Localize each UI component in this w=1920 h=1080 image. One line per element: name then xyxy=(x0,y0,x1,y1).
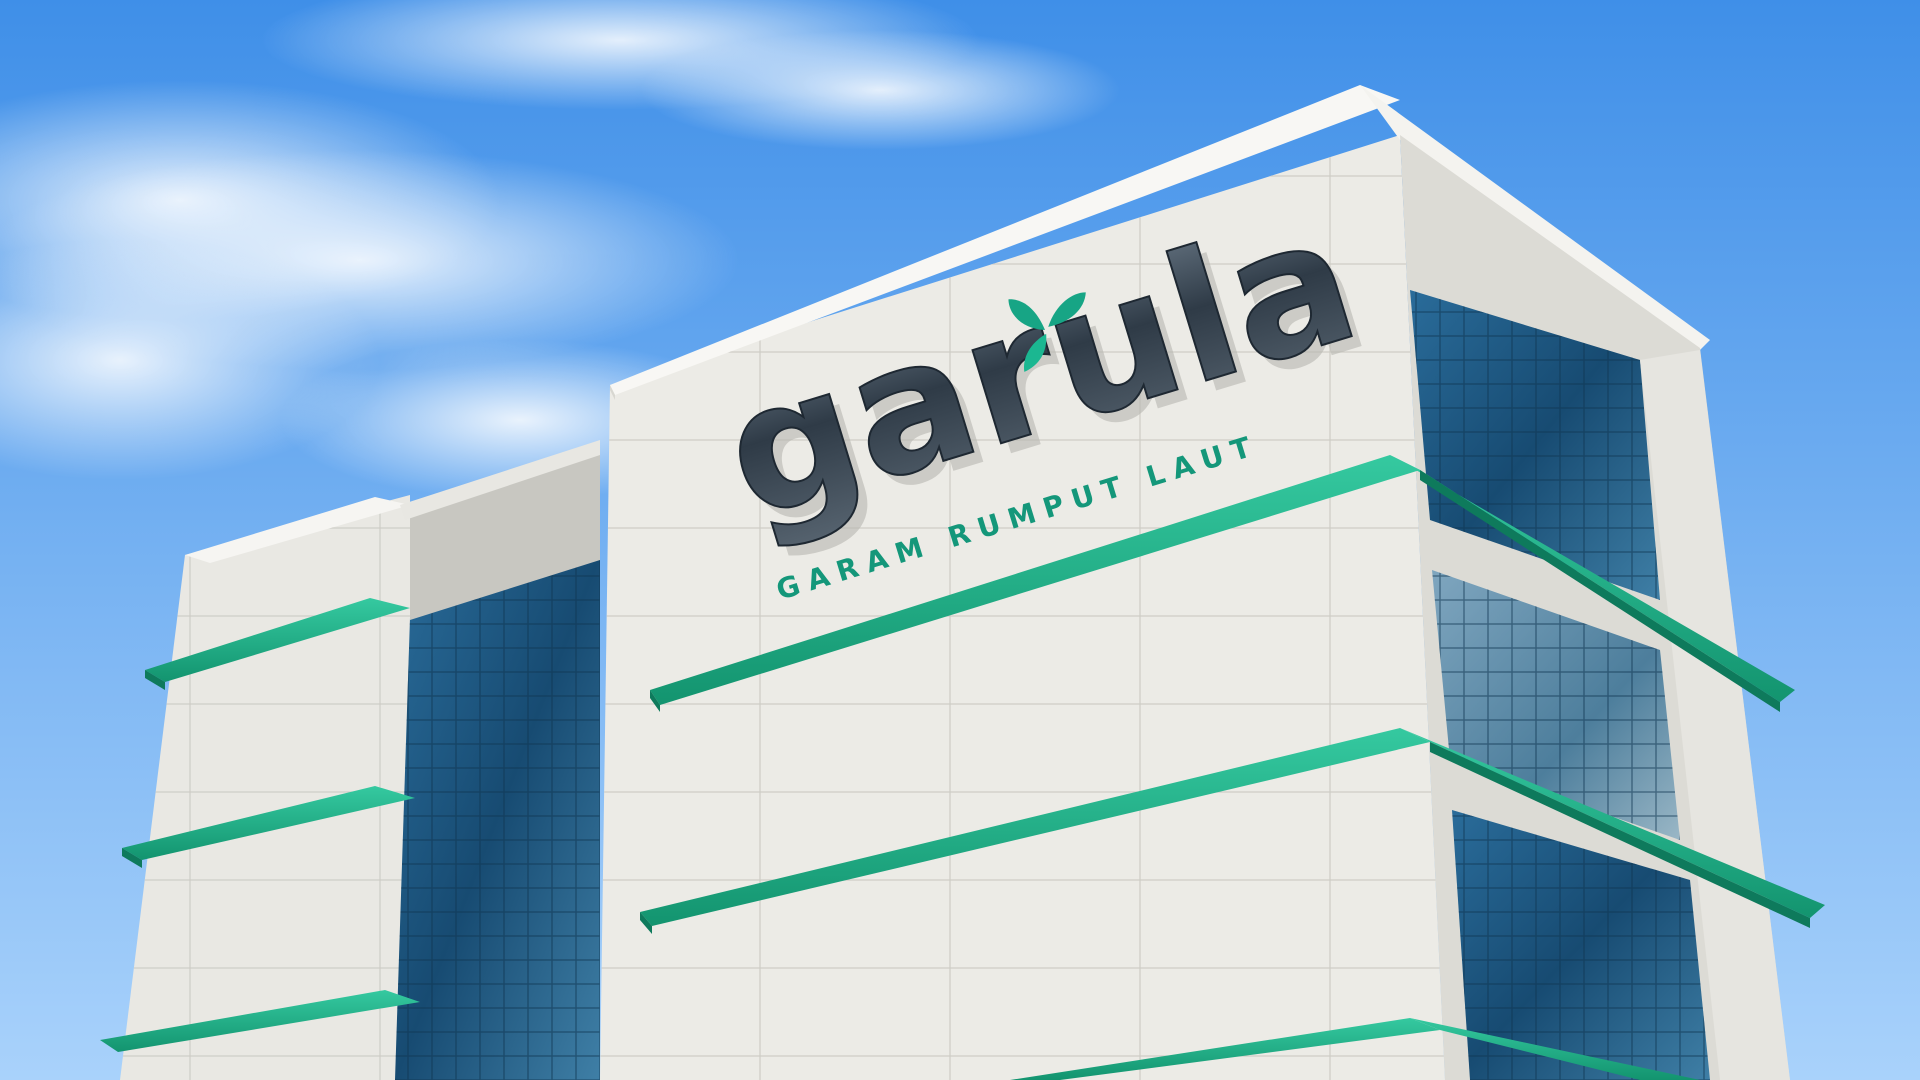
leaf-sprout-icon xyxy=(1008,292,1086,372)
main-tower xyxy=(600,85,1825,1080)
left-wing xyxy=(100,440,600,1080)
